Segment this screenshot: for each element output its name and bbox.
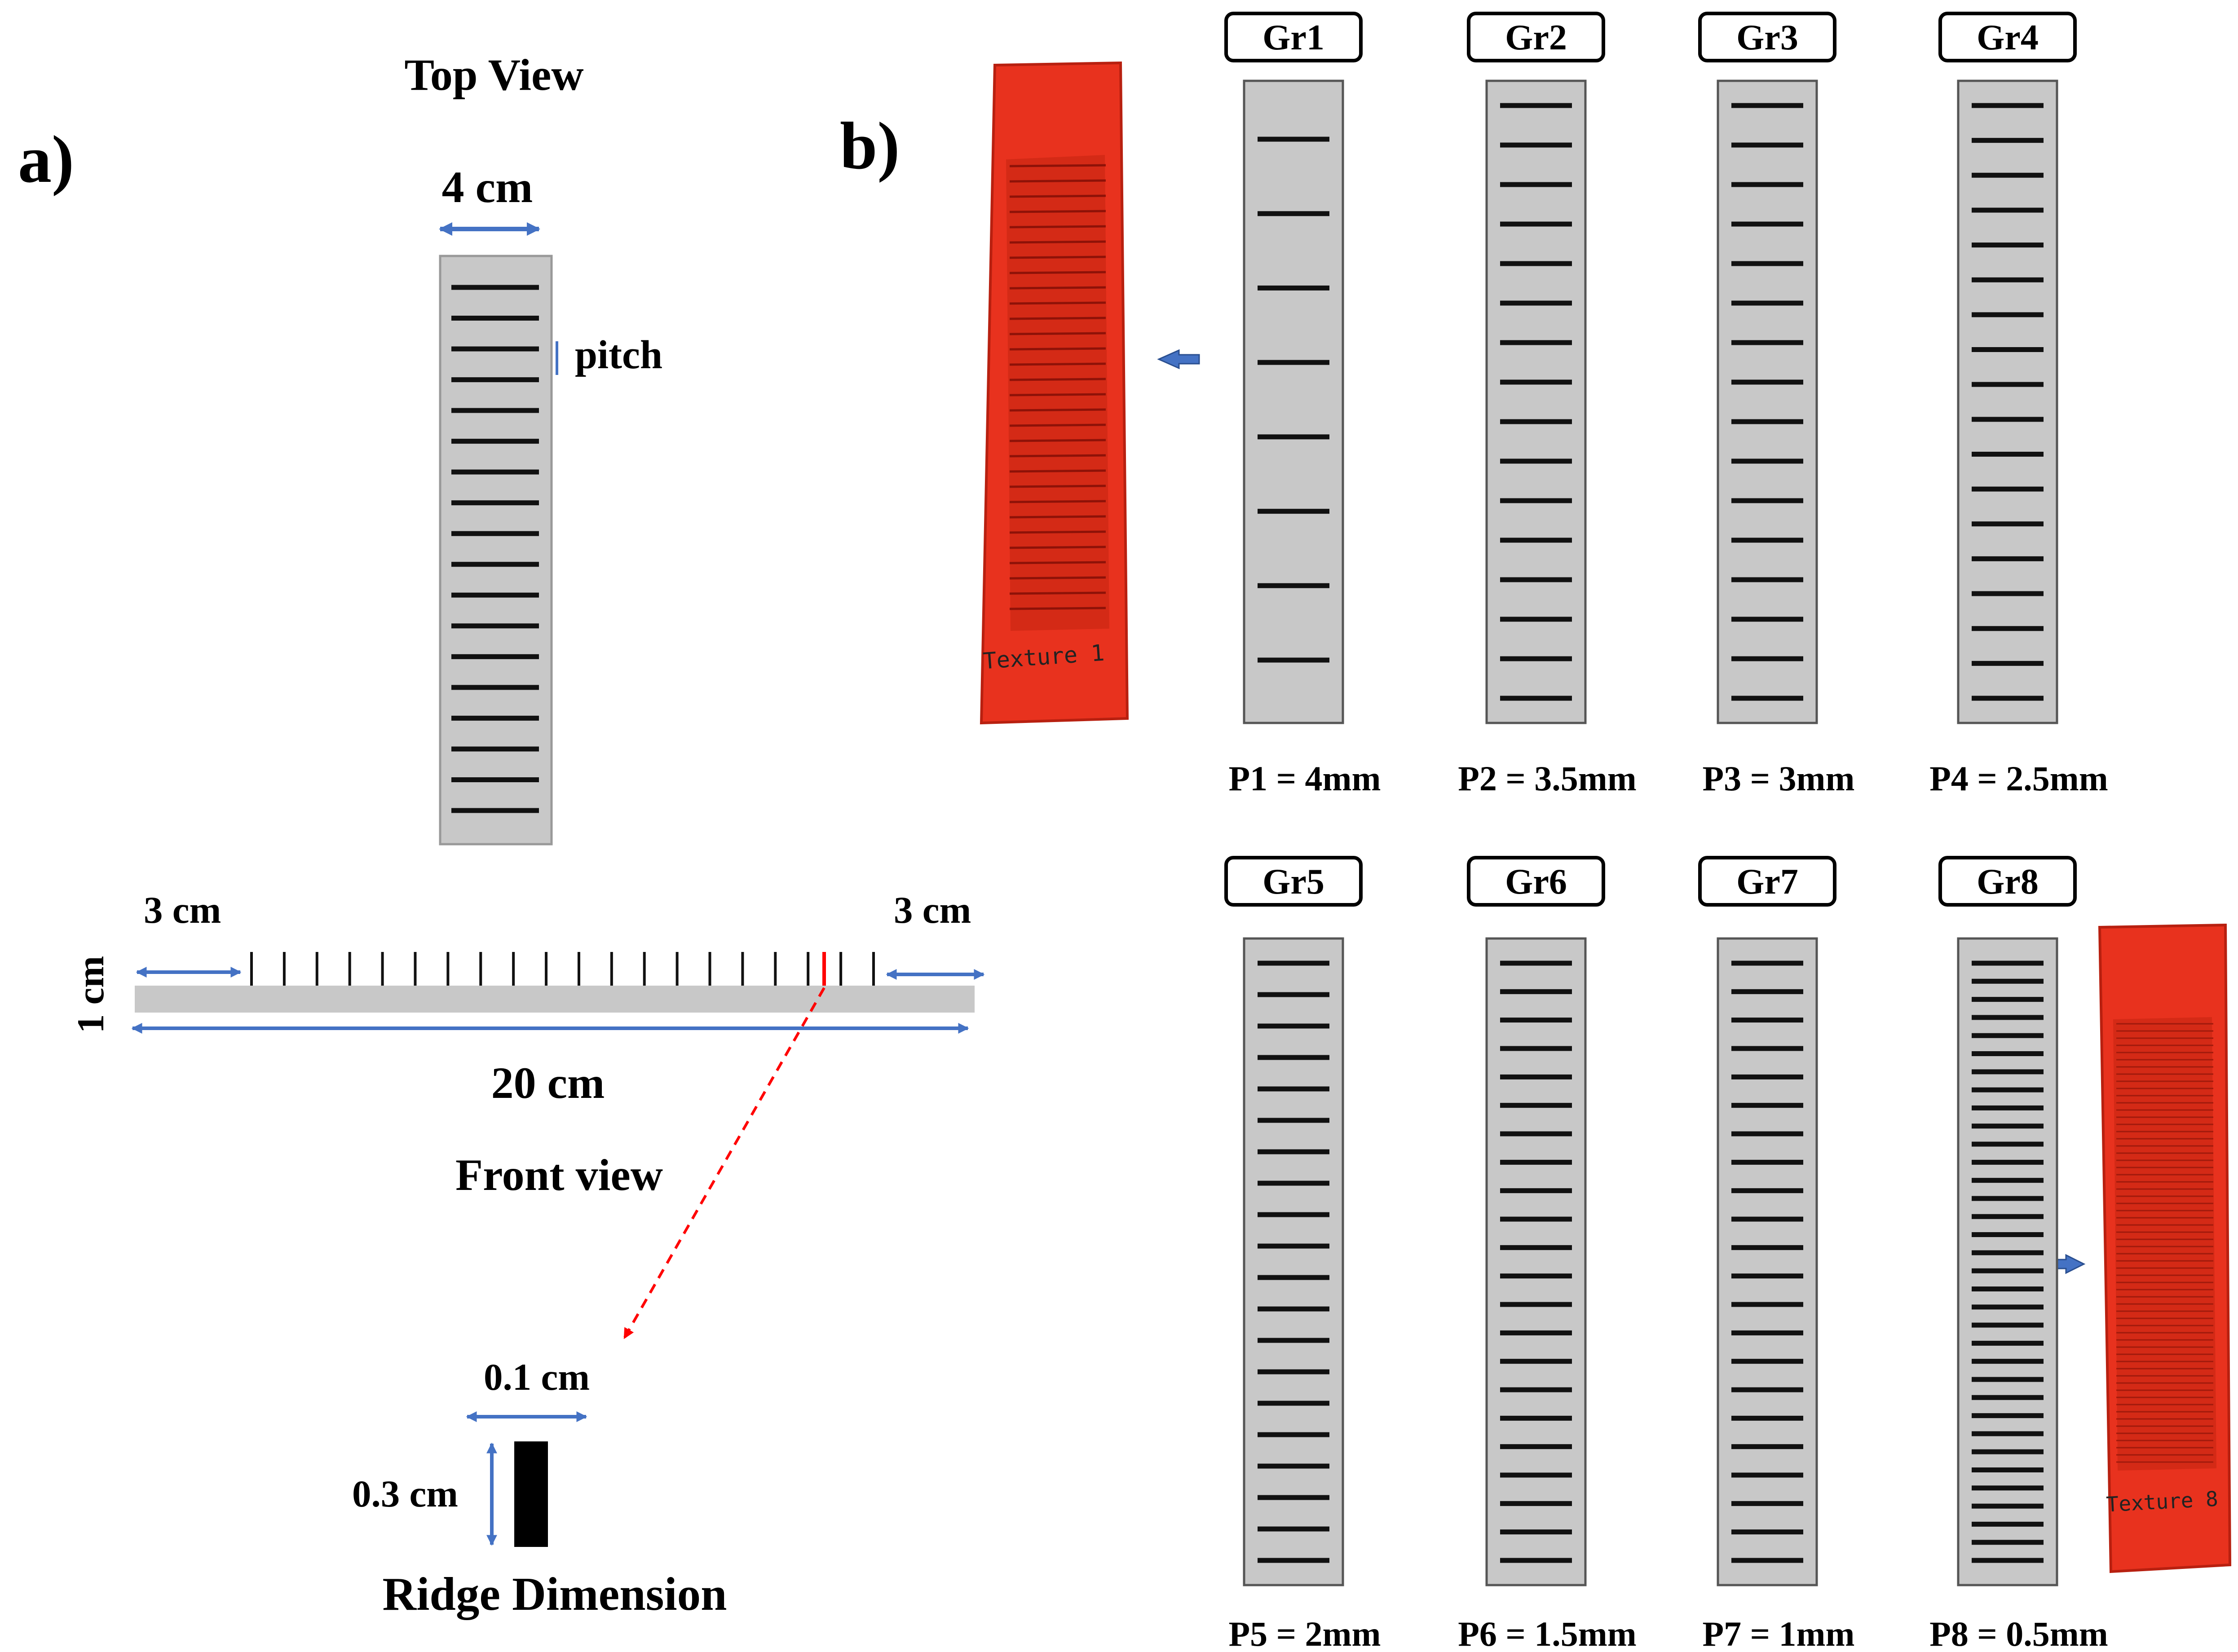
grating-gr2: Gr2 P2 = 3.5mm xyxy=(1458,12,1637,798)
pitch-value-label: P7 = 1mm xyxy=(1702,1614,1854,1652)
group-header-box xyxy=(1224,12,1363,62)
top-view-strip xyxy=(439,255,553,846)
pitch-value-label: P8 = 0.5mm xyxy=(1929,1614,2108,1652)
pitch-value-label: P5 = 2mm xyxy=(1228,1614,1381,1652)
texture-8-photo: Texture 8 xyxy=(2098,923,2232,1573)
texture-1-pointer-arrow xyxy=(1157,349,1200,370)
ridge-width-label: 0.1 cm xyxy=(484,1356,590,1398)
pitch-value-label: P3 = 3mm xyxy=(1702,759,1854,798)
group-header-box xyxy=(1467,12,1605,62)
group-label: Gr2 xyxy=(1505,18,1567,57)
grating-gr5: Gr5 P5 = 2mm xyxy=(1224,856,1381,1652)
grating-gr1: Gr1 P1 = 4mm xyxy=(1224,12,1381,798)
group-label: Gr7 xyxy=(1736,862,1798,902)
ridge-height-label: 0.3 cm xyxy=(352,1473,458,1515)
grating-strip xyxy=(1243,937,1344,1586)
pitch-value-label: P1 = 4mm xyxy=(1228,759,1381,798)
group-header-box xyxy=(1938,856,2077,907)
group-label: Gr6 xyxy=(1505,862,1567,902)
group-label: Gr4 xyxy=(1977,18,2039,57)
group-label: Gr8 xyxy=(1977,862,2039,902)
pitch-value-label: P2 = 3.5mm xyxy=(1458,759,1637,798)
panel-a: a) Top View 4 cm pitch 3 cm 3 cm 1 cm 20… xyxy=(18,50,985,1620)
front-view-ridges xyxy=(250,952,875,986)
front-height-label: 1 cm xyxy=(70,956,112,1033)
pitch-value-label: P4 = 2.5mm xyxy=(1929,759,2108,798)
ridge-block xyxy=(514,1441,548,1547)
top-view-title: Top View xyxy=(404,50,583,100)
group-header-box xyxy=(1698,856,1836,907)
grating-strip xyxy=(1717,937,1818,1586)
front-right-margin-label: 3 cm xyxy=(894,889,971,931)
grating-gr3: Gr3 P3 = 3mm xyxy=(1698,12,1855,798)
front-length-label: 20 cm xyxy=(491,1058,605,1108)
group-header-box xyxy=(1467,856,1605,907)
grating-strip xyxy=(1957,937,2058,1586)
grating-strip xyxy=(1485,79,1587,724)
grating-strip xyxy=(1243,79,1344,724)
grating-gr6: Gr6 P6 = 1.5mm xyxy=(1458,856,1637,1652)
panel-b: b) Texture 1 Texture 8 Gr1 P1 = 4mm Gr2 P2 … xyxy=(840,12,2232,1652)
grating-strip xyxy=(1717,79,1818,724)
group-label: Gr5 xyxy=(1262,862,1324,902)
grating-strip xyxy=(1957,79,2058,724)
panel-b-label: b) xyxy=(840,109,900,183)
group-header-box xyxy=(1938,12,2077,62)
texture-8-caption: Texture 8 xyxy=(2106,1487,2219,1517)
panel-a-label: a) xyxy=(18,122,74,197)
pitch-label: pitch xyxy=(575,333,662,377)
gratings-grid: Gr1 P1 = 4mm Gr2 P2 = 3.5mm Gr3 P3 = 3mm Gr4 P4… xyxy=(1224,12,2108,1652)
front-view-base xyxy=(135,986,975,1013)
top-view-width-label: 4 cm xyxy=(442,162,533,212)
grating-gr7: Gr7 P7 = 1mm xyxy=(1698,856,1855,1652)
grating-gr4: Gr4 P4 = 2.5mm xyxy=(1929,12,2108,798)
pitch-value-label: P6 = 1.5mm xyxy=(1458,1614,1637,1652)
front-left-margin-label: 3 cm xyxy=(144,889,221,931)
group-header-box xyxy=(1224,856,1363,907)
group-header-box xyxy=(1698,12,1836,62)
group-label: Gr1 xyxy=(1262,18,1324,57)
grating-gr8: Gr8 P8 = 0.5mm xyxy=(1929,856,2108,1652)
ridge-dimension-title: Ridge Dimension xyxy=(382,1568,727,1620)
grating-strip xyxy=(1485,937,1587,1586)
top-view-ridges xyxy=(451,285,539,813)
front-view-title: Front view xyxy=(455,1150,663,1200)
group-label: Gr3 xyxy=(1736,18,1798,57)
texture-1-photo: Texture 1 xyxy=(980,61,1129,725)
